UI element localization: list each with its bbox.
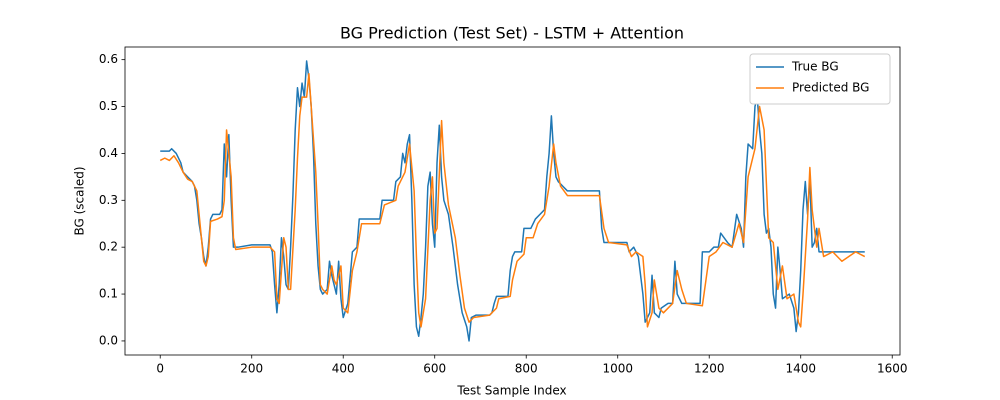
x-tick-label: 800 [515, 362, 538, 376]
x-tick-label: 1000 [602, 362, 633, 376]
y-tick-label: 0.5 [99, 99, 118, 113]
y-tick-label: 0.6 [99, 52, 118, 66]
x-tick-label: 1600 [877, 362, 908, 376]
x-tick-label: 0 [156, 362, 164, 376]
y-tick-label: 0.2 [99, 240, 118, 254]
x-tick-label: 400 [332, 362, 355, 376]
y-tick-label: 0.1 [99, 287, 118, 301]
x-tick-label: 600 [423, 362, 446, 376]
y-tick-label: 0.4 [99, 146, 118, 160]
plot-frame [124, 46, 901, 356]
y-tick-label: 0.0 [99, 333, 118, 347]
x-axis-label: Test Sample Index [456, 384, 566, 398]
legend-box [749, 53, 891, 105]
x-tick-label: 1400 [785, 362, 816, 376]
x-tick-label: 1200 [694, 362, 725, 376]
y-tick-label: 0.3 [99, 193, 118, 207]
series-line [160, 60, 865, 342]
legend-label: Predicted BG [792, 81, 869, 95]
y-axis-label: BG (scaled) [73, 166, 87, 235]
x-tick-label: 200 [240, 362, 263, 376]
legend-label: True BG [791, 60, 839, 74]
series-line [159, 72, 866, 328]
chart-title: BG Prediction (Test Set) - LSTM + Attent… [340, 24, 684, 43]
